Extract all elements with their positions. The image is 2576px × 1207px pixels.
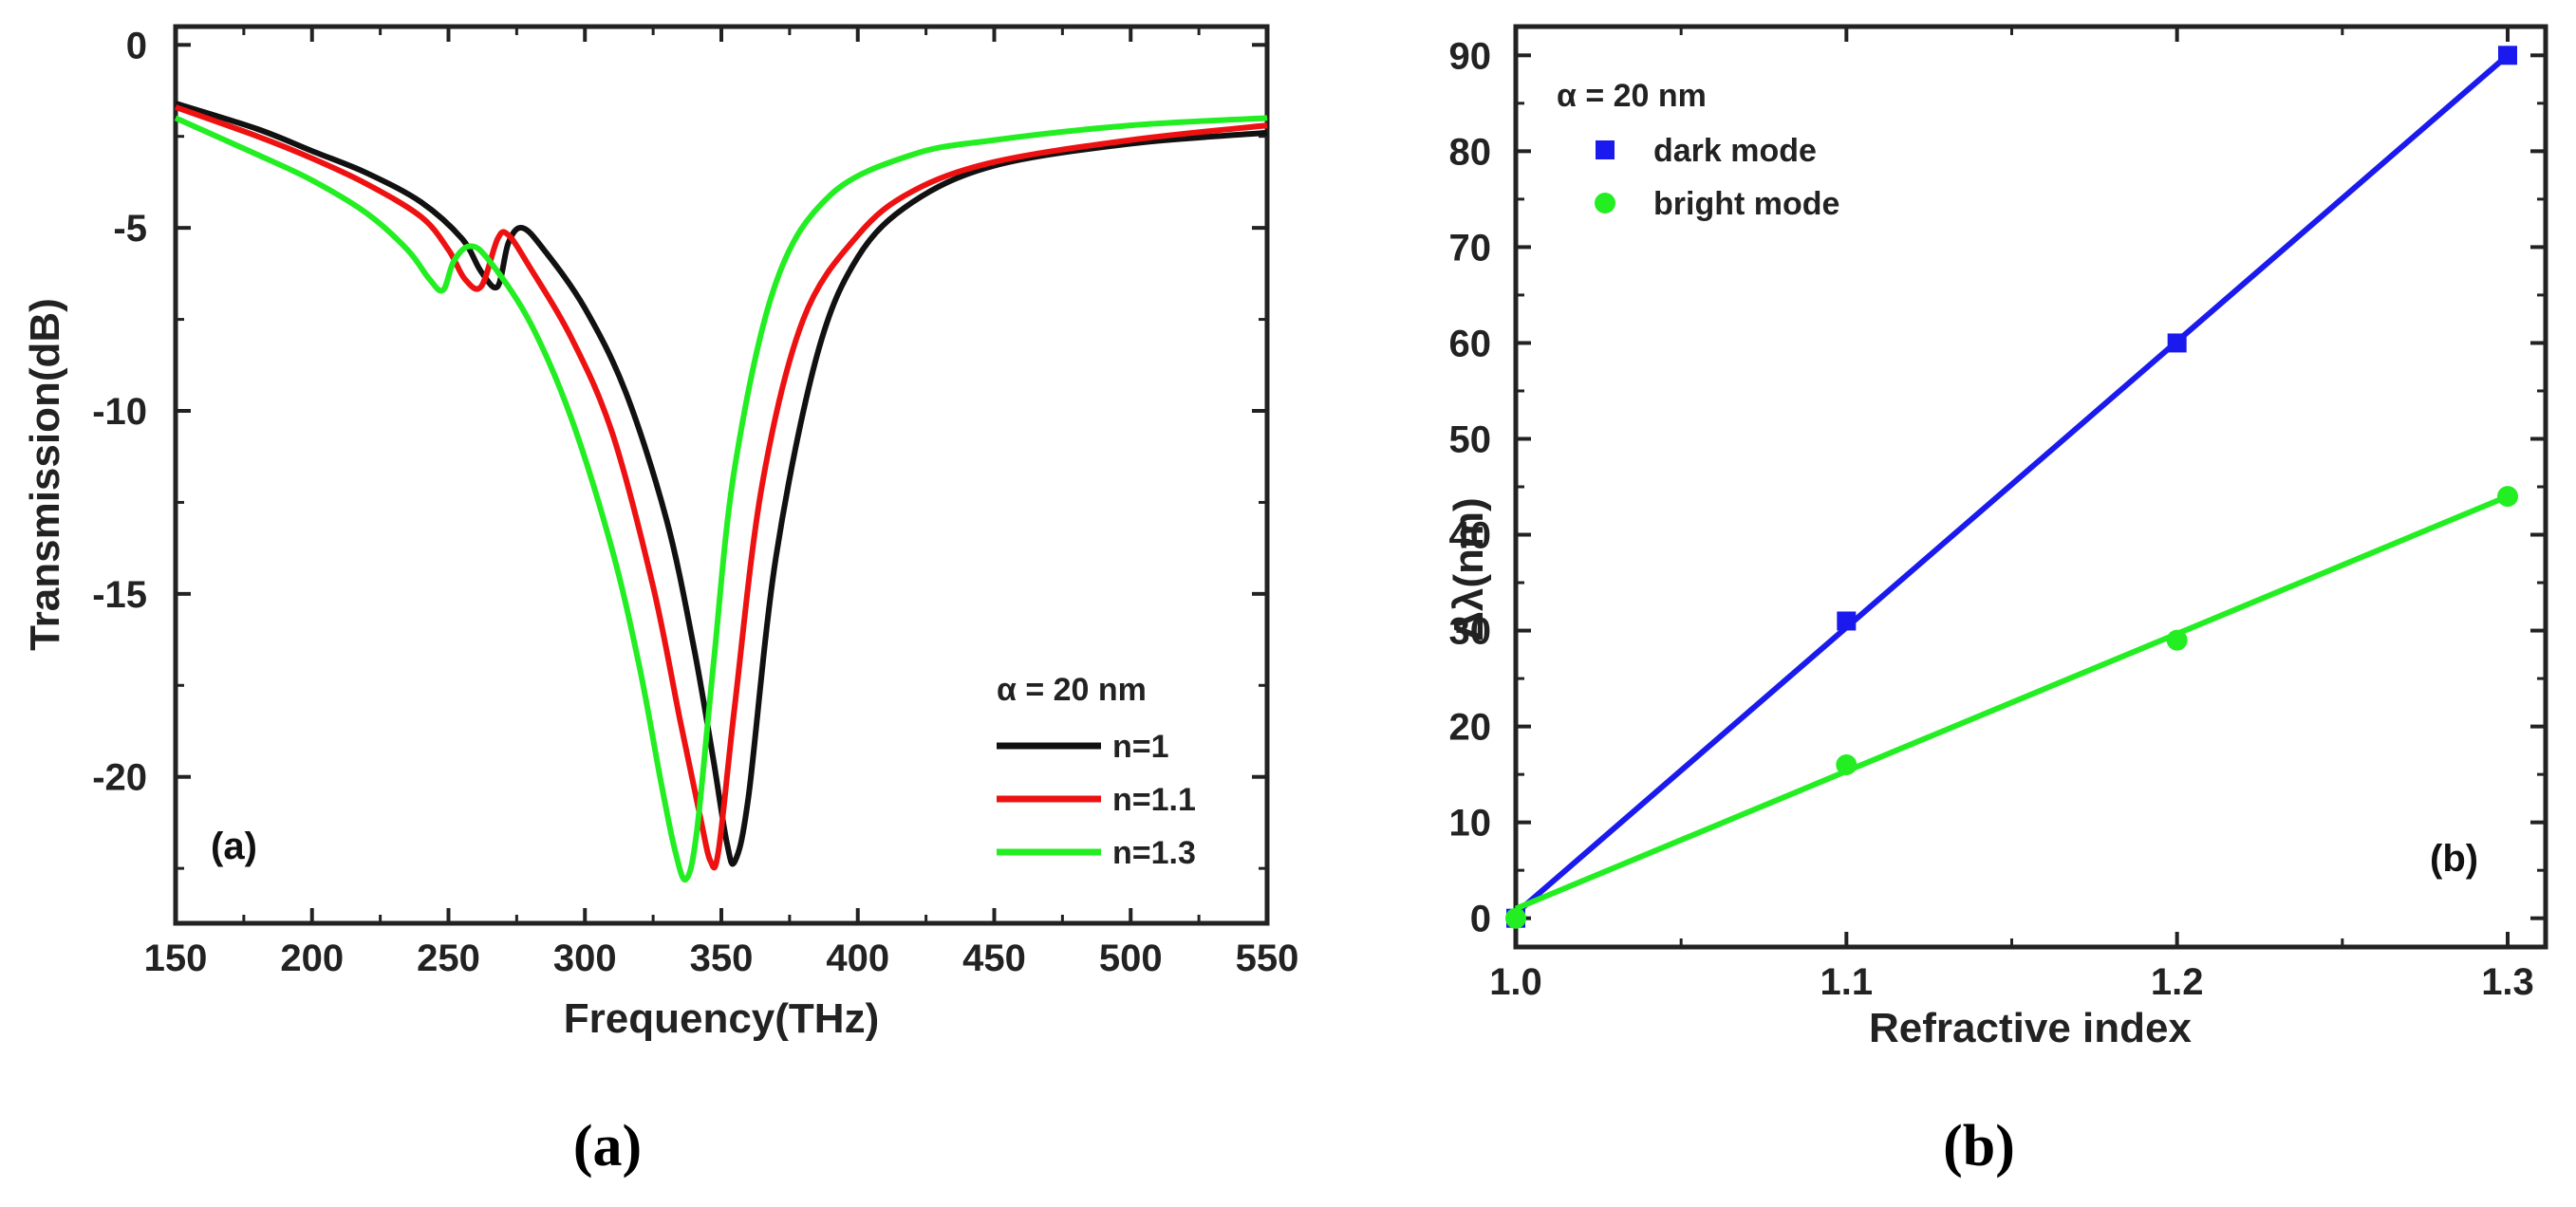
panel-a-legend-title: α = 20 nm xyxy=(997,672,1147,708)
legend-label-n-1-3: n=1.3 xyxy=(1112,835,1196,871)
panel-b-y-tick-label: 20 xyxy=(1449,707,1492,749)
panel-b-legend: α = 20 nm dark mode bright mode xyxy=(1557,78,1839,222)
panel-b-y-tick-label: 50 xyxy=(1449,418,1492,460)
panel-b-y-tick-label: 40 xyxy=(1449,515,1492,557)
panel-b-y-tick-label: 70 xyxy=(1449,227,1492,269)
panel-a-x-tick-label: 200 xyxy=(280,938,344,979)
panel-b-y-tick-label: 0 xyxy=(1470,899,1491,940)
panel-b-x-axis-title: Refractive index xyxy=(1869,1005,2192,1051)
panel-b-y-tick-label: 30 xyxy=(1449,611,1492,653)
panel-b-y-tick-label: 60 xyxy=(1449,323,1492,364)
panel-a-x-axis-title: Frequency(THz) xyxy=(564,995,879,1042)
panel-b-y-axis-title: Δλ(nm) xyxy=(1446,497,1492,641)
data-point-dark-mode xyxy=(2167,333,2187,353)
panel-a-x-tick-label: 250 xyxy=(417,938,480,979)
panel-a-x-tick-label: 300 xyxy=(553,938,617,979)
legend-label-bright-mode: bright mode xyxy=(1653,186,1839,222)
panel-b-y-tick-labels: 0 10 20 30 40 50 60 70 80 90 xyxy=(1449,35,1492,939)
panel-b-series xyxy=(1505,46,2518,929)
panel-b-y-tick-label: 90 xyxy=(1449,35,1492,77)
data-point-dark-mode xyxy=(1837,611,1857,631)
panel-b-x-tick-label: 1.3 xyxy=(2481,961,2534,1003)
panel-b-x-tick-label: 1.0 xyxy=(1489,961,1542,1003)
panel-b-caption: (b) xyxy=(1943,1114,2015,1179)
fit-line-dark-mode xyxy=(1514,53,2510,916)
panel-a-x-tick-label: 400 xyxy=(826,938,889,979)
panel-a-x-tick-labels: 150 200 250 300 350 400 450 500 550 xyxy=(144,938,1299,979)
series-line-n-1 xyxy=(175,101,1268,867)
panel-a-y-tick-label: -5 xyxy=(113,208,147,250)
panel-a-chart: 150 200 250 300 350 400 450 500 550 0 -5 -10 -15 -20… xyxy=(22,24,1299,1179)
panel-b-y-tick-label: 10 xyxy=(1449,803,1492,845)
panel-b-y-tick-label: 80 xyxy=(1449,131,1492,173)
panel-b-ticks xyxy=(1514,27,2546,947)
panel-b-x-tick-label: 1.1 xyxy=(1820,961,1874,1003)
panel-b-x-tick-label: 1.2 xyxy=(2151,961,2204,1003)
panel-a-legend: α = 20 nm n=1 n=1.1 n=1.3 xyxy=(997,672,1196,871)
legend-marker-dark-mode xyxy=(1596,140,1615,159)
panel-a-y-tick-label: 0 xyxy=(126,25,147,66)
panel-a-caption: (a) xyxy=(573,1114,642,1179)
panel-a-y-tick-label: -10 xyxy=(92,391,147,433)
data-point-bright-mode xyxy=(1836,754,1857,776)
series-line-n-1-3 xyxy=(174,115,1268,882)
panel-a-x-tick-label: 500 xyxy=(1099,938,1163,979)
panel-a-x-tick-label: 550 xyxy=(1236,938,1299,979)
data-point-bright-mode xyxy=(2497,486,2518,508)
legend-label-n-1-1: n=1.1 xyxy=(1112,782,1196,818)
fit-line-bright-mode xyxy=(1514,493,2510,912)
panel-a-y-tick-label: -15 xyxy=(92,574,147,616)
panel-a-x-tick-label: 350 xyxy=(690,938,754,979)
panel-a-y-tick-labels: 0 -5 -10 -15 -20 xyxy=(92,25,147,798)
panel-b-chart: 1.0 1.1 1.2 1.3 0 10 20 30 40 50 60 70 80 90 Refract… xyxy=(1446,24,2548,1179)
panel-a-ticks xyxy=(174,27,1269,923)
legend-label-n-1: n=1 xyxy=(1112,729,1169,765)
panel-a-x-tick-label: 450 xyxy=(962,938,1026,979)
panel-a-y-axis-title: Transmission(dB) xyxy=(22,298,68,651)
panel-b-x-tick-labels: 1.0 1.1 1.2 1.3 xyxy=(1489,961,2534,1003)
panel-a-series xyxy=(174,101,1268,882)
legend-label-dark-mode: dark mode xyxy=(1653,133,1817,169)
panel-b-legend-title: α = 20 nm xyxy=(1557,78,1707,114)
legend-marker-bright-mode xyxy=(1595,193,1615,214)
panel-a-x-tick-label: 150 xyxy=(144,938,208,979)
panel-b-tag: (b) xyxy=(2430,838,2478,880)
panel-a-y-tick-label: -20 xyxy=(92,757,147,799)
data-point-bright-mode xyxy=(2166,629,2188,651)
data-point-bright-mode xyxy=(1505,907,1526,929)
data-point-dark-mode xyxy=(2498,46,2517,65)
series-line-n-1-1 xyxy=(174,104,1268,871)
panel-a-tag: (a) xyxy=(211,826,257,867)
